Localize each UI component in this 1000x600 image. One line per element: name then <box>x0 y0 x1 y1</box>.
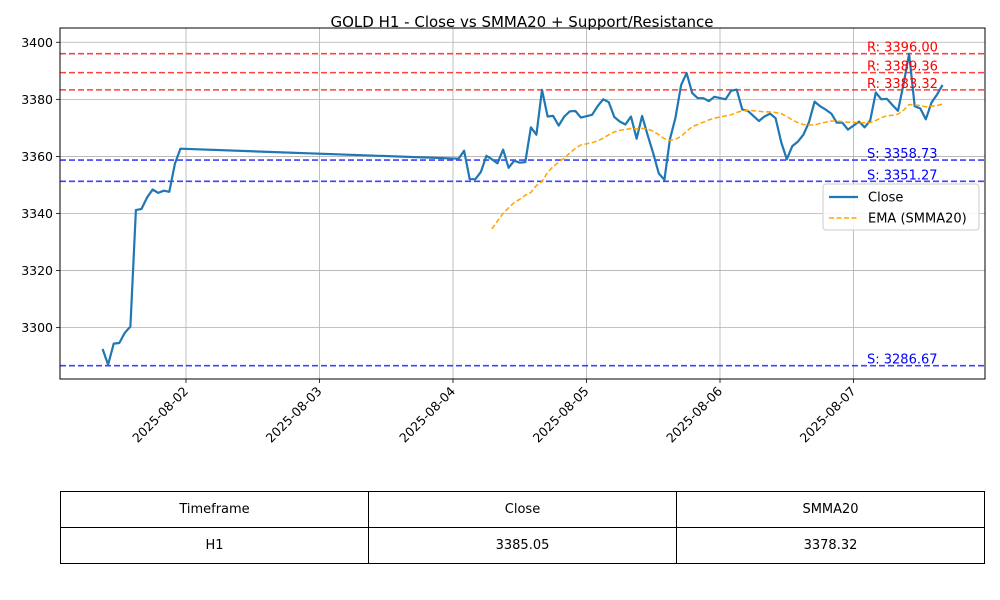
x-tick-label: 2025-08-03 <box>263 384 325 446</box>
y-tick-label: 3400 <box>21 35 53 50</box>
series-line-ema-smma20 <box>491 103 943 230</box>
support-label: S: 3351.27 <box>867 168 938 183</box>
support-label: S: 3358.73 <box>867 147 938 162</box>
summary-table: Timeframe Close SMMA20 H1 3385.05 3378.3… <box>60 491 985 564</box>
table-cell: 3378.32 <box>676 527 985 564</box>
resistance-label: R: 3389.36 <box>867 60 938 75</box>
chart-title: GOLD H1 - Close vs SMMA20 + Support/Resi… <box>330 13 713 31</box>
y-tick-label: 3320 <box>21 263 53 278</box>
y-tick-label: 3380 <box>21 92 53 107</box>
level-labels: R: 3396.00 R: 3389.36 R: 3383.32 S: 3358.73… <box>867 41 938 368</box>
series-lines <box>101 52 944 366</box>
table-cell: H1 <box>60 527 369 564</box>
y-tick-label: 3360 <box>21 149 53 164</box>
series-line-close <box>101 52 944 366</box>
legend-label: Close <box>868 191 903 206</box>
legend-label: EMA (SMMA20) <box>868 212 967 227</box>
resistance-label: R: 3396.00 <box>867 41 938 56</box>
y-tick-label: 3300 <box>21 320 53 335</box>
y-axis: 3300 3320 3340 3360 3380 3400 <box>21 35 60 335</box>
x-tick-label: 2025-08-06 <box>663 383 725 445</box>
support-label: S: 3286.67 <box>867 353 938 368</box>
table-row: H1 3385.05 3378.32 <box>60 527 985 564</box>
table-cell: 3385.05 <box>368 527 677 564</box>
level-lines <box>60 52 985 367</box>
table-header-cell: Close <box>368 491 677 528</box>
y-tick-label: 3340 <box>21 206 53 221</box>
plot-frame <box>59 27 986 380</box>
table-header-cell: SMMA20 <box>676 491 985 528</box>
table-header-row: Timeframe Close SMMA20 <box>60 491 985 528</box>
x-tick-label: 2025-08-05 <box>530 384 592 446</box>
x-tick-label: 2025-08-07 <box>797 384 859 446</box>
x-tick-label: 2025-08-02 <box>129 384 191 446</box>
table-header-cell: Timeframe <box>60 491 369 528</box>
legend: Close EMA (SMMA20) <box>822 183 980 231</box>
resistance-label: R: 3383.32 <box>867 77 938 92</box>
x-tick-label: 2025-08-04 <box>396 383 458 445</box>
x-axis: 2025-08-02 2025-08-03 2025-08-04 2025-08-05… <box>129 379 859 446</box>
legend-box <box>822 183 980 231</box>
